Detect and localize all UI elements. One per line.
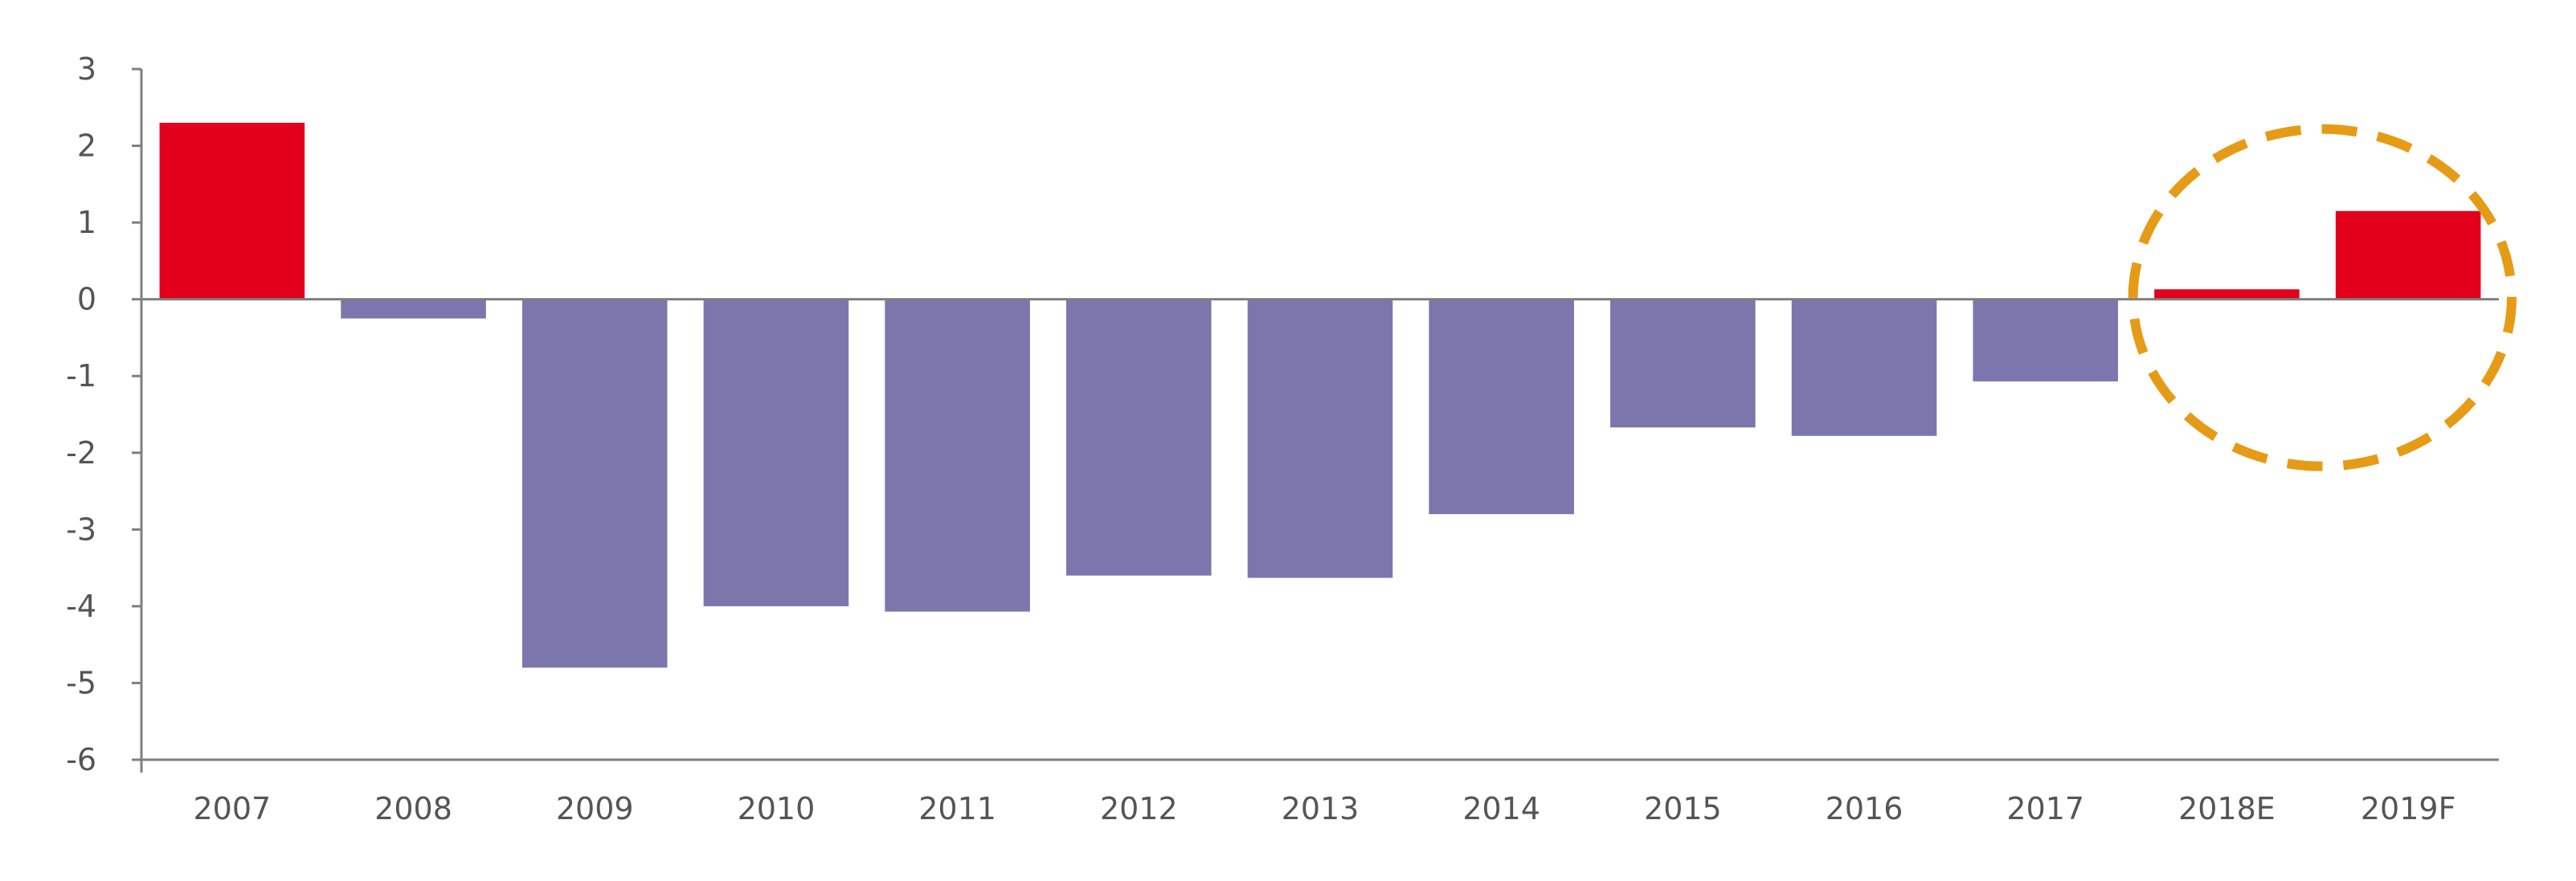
bar-2012 xyxy=(1066,299,1212,576)
x-tick-label: 2010 xyxy=(738,791,816,826)
bar-2018e xyxy=(2154,289,2300,300)
y-tick-label: -4 xyxy=(66,589,96,624)
highlight-circle xyxy=(2128,124,2517,471)
bar-2007 xyxy=(159,122,305,300)
bar-2016 xyxy=(1791,299,1937,436)
x-tick-label: 2014 xyxy=(1462,791,1540,826)
bar-2019f xyxy=(2335,210,2481,300)
x-tick-label: 2008 xyxy=(374,791,452,826)
x-tick-label: 2013 xyxy=(1282,791,1360,826)
bar-2014 xyxy=(1429,299,1574,515)
y-axis-ticks: 3 2 1 0 -1 -2 -3 -4 -5 -6 xyxy=(66,51,141,777)
bar-2013 xyxy=(1247,299,1393,578)
bar-2008 xyxy=(341,299,486,319)
y-tick-label: -3 xyxy=(66,512,96,547)
x-tick-label: 2012 xyxy=(1100,791,1178,826)
y-tick-label: -1 xyxy=(66,358,96,394)
x-tick-label: 2011 xyxy=(918,791,996,826)
x-tick-label: 2019F xyxy=(2361,791,2456,826)
x-tick-label: 2015 xyxy=(1644,791,1722,826)
bar-2009 xyxy=(521,299,668,668)
y-tick-label: 1 xyxy=(77,205,96,240)
x-tick-label: 2007 xyxy=(193,791,271,826)
y-tick-label: -2 xyxy=(66,435,96,471)
bar-2017 xyxy=(1973,299,2119,381)
y-tick-label: -5 xyxy=(66,665,96,700)
y-tick-label: -6 xyxy=(66,742,96,777)
bar-2010 xyxy=(703,299,849,606)
x-tick-label: 2016 xyxy=(1826,791,1903,826)
x-tick-label: 2017 xyxy=(2006,791,2084,826)
x-axis-ticks: 2007 2008 2009 2010 2011 2012 2013 2014 2015 2016… xyxy=(140,760,2456,826)
y-tick-label: 0 xyxy=(77,282,96,317)
y-tick-label: 2 xyxy=(77,128,96,164)
bar-2011 xyxy=(885,299,1030,612)
x-tick-label: 2009 xyxy=(556,791,634,826)
x-tick-label: 2018E xyxy=(2178,791,2275,826)
y-tick-label: 3 xyxy=(77,51,96,87)
bar-2015 xyxy=(1610,299,1756,428)
bars xyxy=(159,122,2481,668)
